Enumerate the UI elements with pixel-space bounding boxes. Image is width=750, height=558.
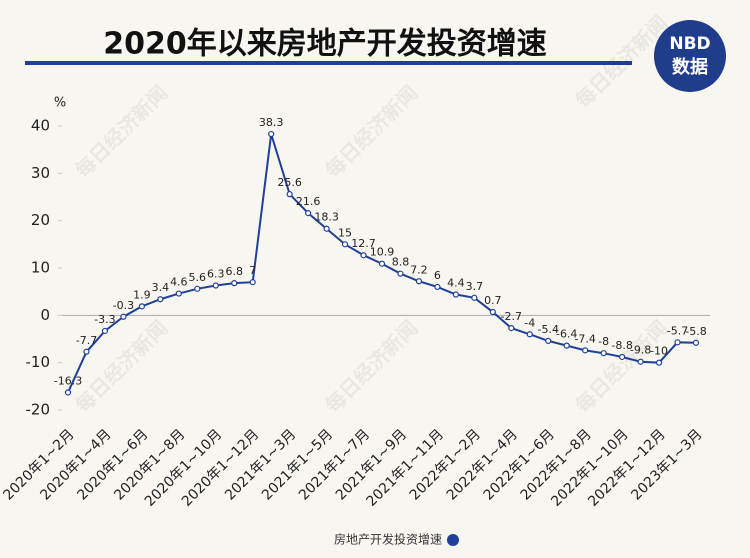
y-tick-label: 30 <box>31 164 50 182</box>
data-point <box>305 209 312 217</box>
data-label: 1.9 <box>133 288 151 301</box>
data-point <box>434 283 441 291</box>
data-point <box>83 348 90 355</box>
data-label: 21.6 <box>296 195 321 208</box>
data-point <box>674 339 681 346</box>
data-label: 4.4 <box>447 277 465 290</box>
data-point <box>323 225 330 232</box>
data-point <box>655 359 663 366</box>
data-label: 18.3 <box>314 211 339 224</box>
data-label: -3.3 <box>94 313 115 326</box>
logo <box>654 20 726 92</box>
chart-title: 2020年以来房地产开发投资增速 <box>103 27 547 62</box>
data-point <box>471 294 478 301</box>
data-label: 7.2 <box>410 263 428 276</box>
data-label: -4 <box>524 316 535 329</box>
data-point <box>101 327 109 335</box>
y-tick-label: -10 <box>26 353 51 371</box>
data-label: -10 <box>650 345 668 358</box>
logo-top: NBD <box>669 34 710 54</box>
data-point <box>489 308 496 316</box>
data-point <box>341 241 349 248</box>
y-tick-label: -20 <box>26 401 51 419</box>
data-point <box>692 339 700 346</box>
data-label: -5.4 <box>538 323 559 336</box>
y-tick-label: 10 <box>31 259 50 277</box>
data-label: -7.4 <box>574 332 595 345</box>
data-point <box>526 331 533 338</box>
data-label: -7.7 <box>76 334 97 347</box>
data-point <box>637 358 644 365</box>
data-point <box>64 389 72 396</box>
data-point <box>508 325 515 332</box>
data-label: 15 <box>338 226 352 239</box>
y-tick-label: 40 <box>31 117 50 135</box>
data-label: 3.4 <box>152 281 170 294</box>
logo-bottom: 数据 <box>672 56 708 78</box>
data-point <box>378 260 386 267</box>
data-point <box>415 278 423 285</box>
data-label: 8.8 <box>392 256 410 269</box>
data-point <box>582 347 589 354</box>
data-label: -5.8 <box>685 325 706 338</box>
data-label: -8.8 <box>611 339 632 352</box>
title-underline <box>25 61 632 65</box>
data-label: 3.7 <box>466 280 484 293</box>
data-point <box>231 280 238 287</box>
legend-marker <box>447 534 459 546</box>
data-label: 0.7 <box>484 294 502 307</box>
data-label: 6 <box>434 269 441 282</box>
data-label: 6.3 <box>207 268 225 281</box>
legend-label: 房地产开发投资增速 <box>334 532 442 547</box>
data-point <box>138 303 145 310</box>
data-point <box>212 282 219 289</box>
data-point <box>619 353 626 361</box>
data-point <box>249 279 256 286</box>
data-label: -2.7 <box>501 310 522 323</box>
data-point <box>157 296 164 303</box>
data-label: 10.9 <box>370 246 395 259</box>
data-label: 6.8 <box>225 265 243 278</box>
y-tick-label: 20 <box>31 211 50 229</box>
data-point <box>194 285 201 292</box>
data-point <box>563 342 570 349</box>
data-label: 5.6 <box>189 271 207 284</box>
data-label: -6.4 <box>556 328 577 341</box>
data-label: 38.3 <box>259 116 284 129</box>
data-point <box>397 270 404 277</box>
data-label: 25.6 <box>277 176 302 189</box>
data-point <box>600 350 607 357</box>
data-label: -8 <box>598 335 609 348</box>
data-label: 4.6 <box>170 276 188 289</box>
data-label: 7 <box>249 264 256 277</box>
data-point <box>286 191 293 198</box>
y-unit: % <box>54 96 66 111</box>
data-point <box>175 290 182 297</box>
data-point <box>268 130 275 138</box>
data-point <box>452 291 459 298</box>
data-point <box>120 313 127 320</box>
data-label: -16.3 <box>54 374 82 387</box>
data-label: 12.7 <box>351 237 376 250</box>
data-label: -0.3 <box>113 299 134 312</box>
data-label: -5.7 <box>667 324 688 337</box>
y-tick-label: 0 <box>40 306 50 324</box>
data-point <box>545 337 552 344</box>
data-label: -9.8 <box>630 344 651 357</box>
data-point <box>360 252 367 259</box>
